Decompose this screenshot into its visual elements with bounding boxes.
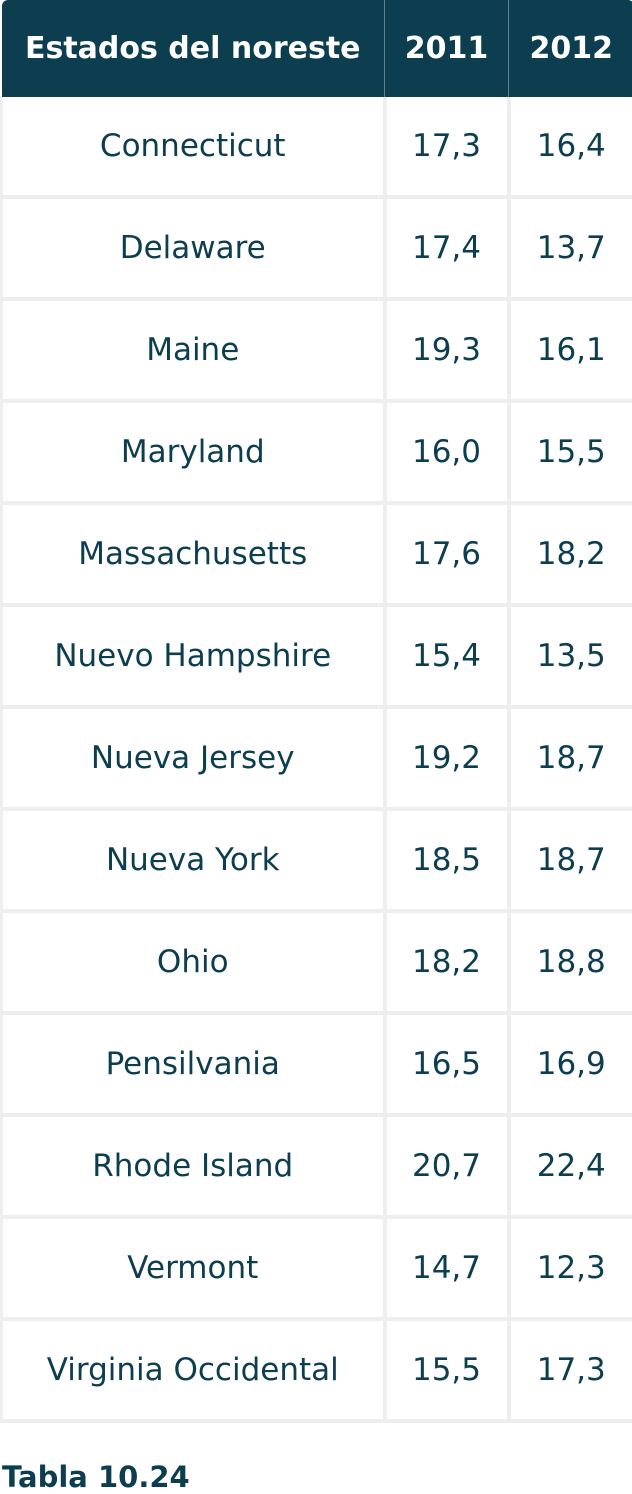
table-cell-state: Nueva York: [2, 809, 385, 911]
table-cell-value-2012: 18,7: [509, 707, 632, 809]
table-cell-value-2012: 18,8: [509, 911, 632, 1013]
table-cell-state: Delaware: [2, 197, 385, 299]
table-cell-value-2011: 16,0: [385, 401, 509, 503]
table-cell-value-2011: 17,6: [385, 503, 509, 605]
table-cell-state: Maryland: [2, 401, 385, 503]
data-table: Estados del noreste 2011 2012 Connecticu…: [0, 0, 632, 1423]
table-cell-value-2012: 17,3: [509, 1319, 632, 1421]
table-cell-value-2011: 18,2: [385, 911, 509, 1013]
table-cell-value-2011: 18,5: [385, 809, 509, 911]
table-cell-value-2011: 20,7: [385, 1115, 509, 1217]
table-cell-value-2011: 16,5: [385, 1013, 509, 1115]
table-cell-value-2011: 14,7: [385, 1217, 509, 1319]
table-cell-value-2012: 18,2: [509, 503, 632, 605]
table-cell-value-2011: 15,4: [385, 605, 509, 707]
header-cell-state: Estados del noreste: [2, 0, 385, 97]
table-cell-value-2012: 13,7: [509, 197, 632, 299]
table-cell-value-2012: 15,5: [509, 401, 632, 503]
table-cell-value-2011: 19,2: [385, 707, 509, 809]
table-cell-value-2011: 15,5: [385, 1319, 509, 1421]
table-cell-value-2012: 12,3: [509, 1217, 632, 1319]
table-cell-state: Connecticut: [2, 97, 385, 197]
table-cell-value-2012: 18,7: [509, 809, 632, 911]
header-cell-2011: 2011: [385, 0, 509, 97]
table-cell-state: Virginia Occidental: [2, 1319, 385, 1421]
table-header: Estados del noreste 2011 2012: [2, 0, 632, 97]
table-cell-value-2011: 17,4: [385, 197, 509, 299]
table-cell-value-2012: 16,9: [509, 1013, 632, 1115]
table-cell-state: Pensilvania: [2, 1013, 385, 1115]
table-cell-state: Massachusetts: [2, 503, 385, 605]
table-cell-state: Nuevo Hampshire: [2, 605, 385, 707]
table-cell-state: Vermont: [2, 1217, 385, 1319]
table-cell-value-2012: 16,1: [509, 299, 632, 401]
table-cell-value-2011: 19,3: [385, 299, 509, 401]
header-cell-2012: 2012: [509, 0, 632, 97]
table-cell-value-2012: 13,5: [509, 605, 632, 707]
table-cell-state: Nueva Jersey: [2, 707, 385, 809]
table-caption: Tabla 10.24: [2, 1460, 190, 1494]
header-row: Estados del noreste 2011 2012: [2, 0, 632, 97]
table-cell-state: Rhode Island: [2, 1115, 385, 1217]
table-cell-value-2011: 17,3: [385, 97, 509, 197]
table-cell-value-2012: 16,4: [509, 97, 632, 197]
table-cell-state: Ohio: [2, 911, 385, 1013]
table-cell-value-2012: 22,4: [509, 1115, 632, 1217]
table-cell-state: Maine: [2, 299, 385, 401]
data-table-container: Estados del noreste 2011 2012 Connecticu…: [0, 0, 632, 1423]
